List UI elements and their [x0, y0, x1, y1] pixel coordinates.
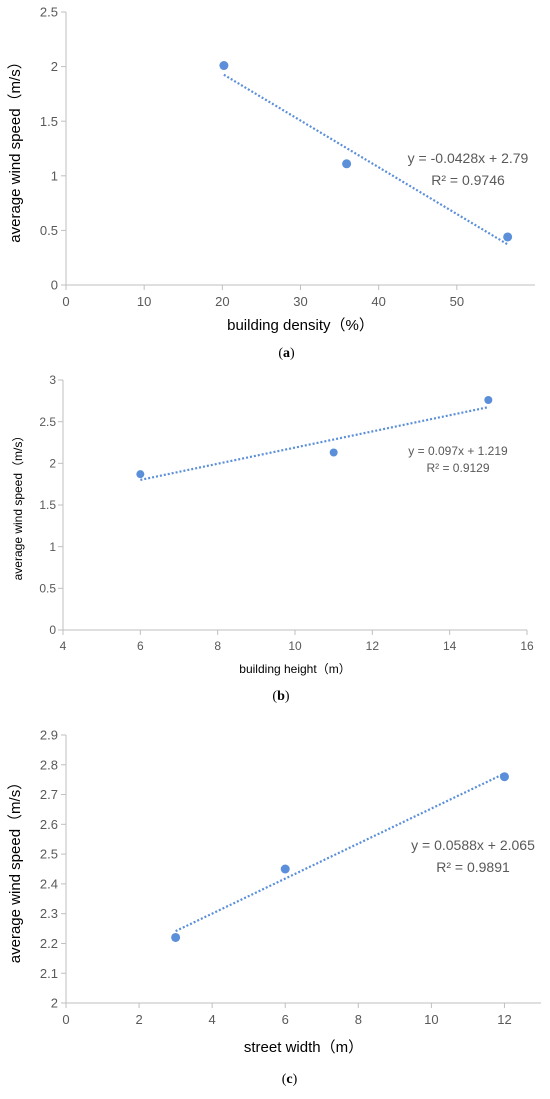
y-tick-label: 2 — [51, 59, 58, 74]
y-tick-label: 2.5 — [40, 5, 58, 20]
y-axis-title: average wind speed（m/s） — [11, 430, 25, 581]
x-tick-label: 16 — [520, 639, 534, 653]
panel-caption: (c) — [282, 1072, 298, 1087]
data-point — [171, 932, 181, 942]
chart-panel-c: 2 2.1 2.2 2.3 2.4 2.5 2.6 2.7 2.8 2.9 0 2 4 6 8 10 12 y =… — [0, 710, 550, 1094]
y-tick-label: 0.5 — [40, 223, 58, 238]
r-squared-label: R² = 0.9129 — [426, 461, 489, 475]
y-tick-label: 3 — [49, 373, 56, 387]
y-tick-label: 1 — [51, 168, 58, 183]
y-tick-label: 2.6 — [40, 817, 58, 832]
r-squared-label: R² = 0.9746 — [431, 172, 505, 188]
x-tick-label: 10 — [424, 1012, 438, 1027]
panel-caption: (a) — [278, 346, 295, 361]
x-tick-label: 8 — [355, 1012, 362, 1027]
data-point — [484, 396, 493, 404]
x-tick-label: 0 — [62, 1012, 69, 1027]
y-tick-label: 2 — [51, 996, 58, 1011]
chart-panel-a: 0 0.5 1 1.5 2 2.5 0 10 20 30 40 50 y = -0.0428x + 2.… — [0, 0, 550, 370]
data-point — [499, 772, 509, 782]
data-point — [219, 61, 229, 71]
x-tick-label: 14 — [443, 639, 457, 653]
panel-caption: (b) — [272, 689, 289, 704]
y-tick-label: 2.9 — [40, 728, 58, 743]
data-point — [329, 448, 338, 457]
x-tick-label: 12 — [366, 639, 380, 653]
r-squared-label: R² = 0.9891 — [436, 859, 510, 875]
y-tick-label: 2.3 — [40, 906, 58, 921]
x-tick-label: 4 — [209, 1012, 216, 1027]
data-point — [136, 470, 145, 479]
x-axis-title: street width（m） — [244, 1039, 363, 1056]
x-tick-label: 10 — [137, 294, 151, 309]
y-tick-label: 1.5 — [39, 498, 56, 512]
regression-equation: y = 0.097x + 1.219 — [408, 444, 508, 458]
x-tick-label: 6 — [282, 1012, 289, 1027]
trendline — [175, 772, 505, 933]
x-tick-label: 6 — [137, 639, 144, 653]
x-tick-label: 12 — [497, 1012, 511, 1027]
y-axis-title: average wind speed（m/s） — [7, 775, 24, 963]
y-axis-title: average wind speed（m/s） — [7, 54, 24, 242]
chart-a-svg: 0 0.5 1 1.5 2 2.5 0 10 20 30 40 50 y = -0.0428x + 2.… — [7, 5, 535, 361]
x-tick-label: 8 — [214, 639, 221, 653]
y-tick-label: 2.5 — [40, 847, 58, 862]
x-tick-label: 10 — [288, 639, 302, 653]
data-point — [280, 864, 290, 874]
x-tick-label: 50 — [450, 294, 464, 309]
trendline — [223, 73, 509, 246]
y-tick-label: 0 — [49, 623, 56, 637]
y-tick-label: 0 — [51, 278, 58, 293]
chart-b-svg: 0 0.5 1 1.5 2 2.5 3 4 6 8 10 12 14 16 y = 0.097x + 1.2… — [11, 373, 534, 704]
regression-equation: y = -0.0428x + 2.79 — [408, 150, 529, 166]
x-tick-label: 20 — [215, 294, 229, 309]
y-tick-label: 2.1 — [40, 966, 58, 981]
y-tick-label: 2.7 — [40, 787, 58, 802]
chart-c-svg: 22.12.22.32.42.52.62.72.82.90 2 4 6 8 10 12y =… — [7, 728, 541, 1087]
x-tick-label: 0 — [62, 294, 69, 309]
x-tick-label: 40 — [371, 294, 385, 309]
y-tick-label: 2 — [49, 457, 56, 471]
x-tick-label: 2 — [135, 1012, 142, 1027]
x-axis-title: building density（%） — [227, 317, 374, 334]
y-tick-label: 1 — [49, 540, 56, 554]
chart-panel-b: 0 0.5 1 1.5 2 2.5 3 4 6 8 10 12 14 16 y = 0.097x + 1.2… — [0, 370, 550, 710]
y-tick-label: 2.8 — [40, 757, 58, 772]
x-tick-label: 30 — [293, 294, 307, 309]
y-tick-label: 2.4 — [40, 876, 58, 891]
data-point — [342, 159, 352, 169]
regression-equation: y = 0.0588x + 2.065 — [411, 837, 535, 853]
x-axis-title: building height（m） — [239, 662, 350, 676]
y-tick-label: 1.5 — [40, 114, 58, 129]
data-point — [503, 232, 513, 242]
y-tick-label: 0.5 — [39, 582, 56, 596]
y-tick-label: 2.2 — [40, 936, 58, 951]
trendline — [140, 406, 489, 481]
x-tick-label: 4 — [60, 639, 67, 653]
y-tick-label: 2.5 — [39, 415, 56, 429]
